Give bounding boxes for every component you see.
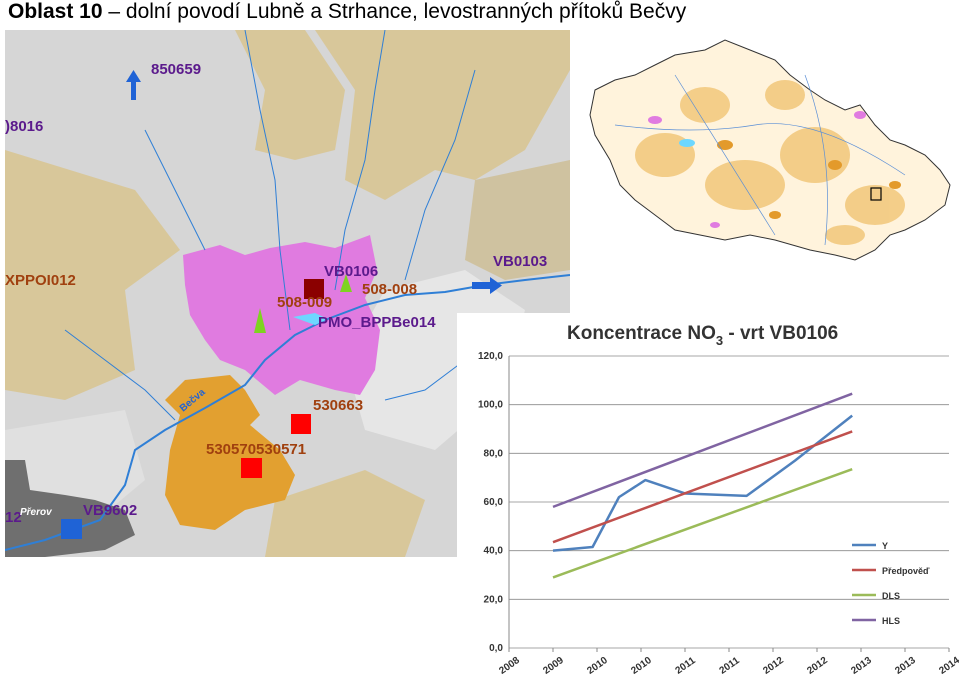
- y-tick-label: 60,0: [484, 497, 504, 508]
- y-tick-label: 40,0: [484, 546, 504, 557]
- series-line-HLS: [552, 392, 853, 509]
- monitoring-square-red: [241, 458, 262, 478]
- y-tick-label: 100,0: [478, 400, 503, 411]
- label-xppoi012: XPPOI012: [5, 272, 76, 289]
- legend-label: DLS: [882, 591, 900, 601]
- monitoring-square-blue: [61, 519, 82, 539]
- area-highlight-box: [870, 187, 882, 201]
- river-tributary: [144, 129, 206, 251]
- terrain-light-area: [265, 470, 425, 557]
- series-line-Předpověď: [552, 430, 853, 544]
- orange-protection-zone: [165, 375, 295, 530]
- y-tick-label: 80,0: [484, 448, 504, 459]
- magenta-patch: [648, 116, 662, 124]
- river-tributary: [244, 30, 291, 331]
- green-triangle-icon: [340, 274, 352, 292]
- no3-concentration-chart: Koncentrace NO3 - vrt VB0106 0,0 20,0 40,0…: [457, 313, 959, 685]
- green-triangle-icon: [254, 308, 266, 333]
- regional-patches-dark: [717, 140, 901, 219]
- page-title: Oblast 10 – dolní povodí Lubně a Strhanc…: [8, 0, 687, 23]
- label-850659: 850659: [151, 61, 201, 78]
- legend-label: Předpověď: [882, 566, 930, 576]
- arrow-right-icon: [472, 277, 502, 294]
- label-530663: 530663: [313, 397, 363, 414]
- label-vb0103: VB0103: [493, 253, 547, 270]
- river-tributary: [334, 30, 386, 291]
- chart-title: Koncentrace NO3 - vrt VB0106: [567, 323, 838, 348]
- river-becva: [5, 274, 570, 551]
- cyan-arrow-icon: [293, 313, 328, 325]
- terrain-tan-area: [5, 30, 345, 160]
- series-line-DLS: [552, 467, 853, 579]
- legend-label: Y: [882, 541, 888, 551]
- y-tick-label: 20,0: [484, 594, 504, 605]
- terrain-tan-area: [5, 150, 180, 400]
- monitoring-square-dark: [304, 279, 324, 299]
- detail-map: 850659 )8016 XPPOI012 VB0106 508-008 508…: [5, 30, 570, 557]
- label-530570-530571: 530570530571: [206, 441, 306, 458]
- monitoring-square-red: [291, 414, 311, 434]
- terrain-tan-area: [465, 160, 570, 280]
- czech-overview-map: [589, 39, 951, 261]
- chart-legend: Y Předpověď DLS HLS: [852, 541, 930, 626]
- label-pmo: PMO_BPPBe014: [318, 314, 436, 331]
- magenta-protection-zone: [183, 235, 380, 395]
- label-12: 12: [5, 509, 22, 526]
- legend-label: HLS: [882, 616, 900, 626]
- arrow-up-icon: [126, 70, 141, 100]
- label-vb0106: VB0106: [324, 263, 378, 280]
- prerov-area: [5, 460, 135, 557]
- cyan-patch: [679, 139, 695, 147]
- river-tributary: [404, 69, 476, 281]
- river-tributary: [64, 329, 176, 421]
- label-508-009: 508-009: [277, 294, 332, 311]
- magenta-patch: [710, 222, 720, 228]
- series-line-Y: [552, 414, 853, 552]
- y-tick-label: 0,0: [489, 643, 503, 654]
- label-508-008: 508-008: [362, 281, 417, 298]
- label-prerov: Přerov: [20, 507, 53, 518]
- y-tick-label: 120,0: [478, 351, 503, 362]
- rivers-overview: [614, 74, 906, 246]
- regional-patches: [635, 80, 905, 245]
- label-08016: )8016: [5, 118, 43, 135]
- label-vb9602: VB9602: [83, 502, 137, 519]
- magenta-patch: [854, 111, 866, 119]
- terrain-tan-area: [315, 30, 570, 200]
